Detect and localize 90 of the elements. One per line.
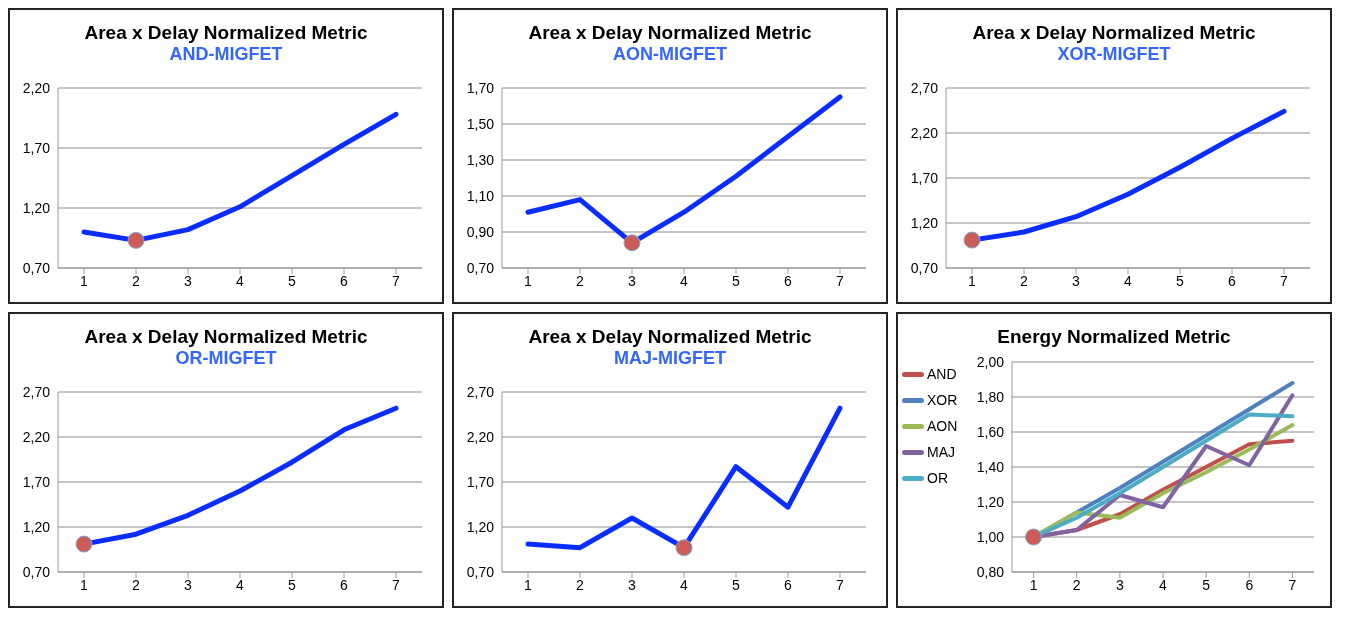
y-tick-label: 1,70 (22, 473, 51, 490)
y-tick-label: 1,70 (22, 139, 51, 156)
x-tick-label: 1 (1029, 576, 1038, 593)
x-tick-label: 3 (628, 576, 637, 593)
legend-label: AND (927, 366, 957, 382)
x-tick-label: 2 (1020, 272, 1029, 289)
x-tick-label: 2 (576, 272, 585, 289)
x-tick-label: 6 (784, 272, 793, 289)
y-tick-label: 1,20 (466, 518, 495, 535)
x-tick-label: 2 (132, 272, 141, 289)
x-tick-label: 7 (1288, 576, 1297, 593)
x-tick-label: 1 (524, 272, 533, 289)
x-tick-label: 3 (1115, 576, 1124, 593)
x-tick-label: 2 (576, 576, 585, 593)
legend-label: XOR (927, 392, 958, 408)
chart-title: Area x Delay Normalized Metric (527, 326, 813, 348)
y-tick-label: 1,20 (910, 214, 939, 231)
x-tick-label: 1 (968, 272, 977, 289)
x-tick-label: 4 (680, 576, 689, 593)
chart-subtitle: AON-MIGFET (612, 44, 728, 65)
y-tick-label: 1,20 (22, 518, 51, 535)
x-tick-label: 6 (1245, 576, 1254, 593)
x-tick-label: 1 (524, 576, 533, 593)
y-tick-label: 0,70 (22, 563, 51, 580)
y-tick-label: 1,50 (466, 115, 495, 132)
y-tick-label: 2,70 (910, 79, 939, 96)
x-tick-label: 4 (236, 272, 245, 289)
y-tick-label: 1,20 (976, 493, 1005, 510)
chart-subtitle: MAJ-MIGFET (613, 348, 727, 369)
legend-label: MAJ (927, 444, 955, 460)
y-tick-label: 0,80 (976, 563, 1005, 580)
x-tick-label: 3 (184, 272, 193, 289)
y-tick-label: 0,70 (910, 259, 939, 276)
chart-title: Area x Delay Normalized Metric (527, 22, 813, 44)
y-tick-label: 2,20 (22, 79, 51, 96)
x-tick-label: 7 (392, 576, 401, 593)
x-tick-label: 3 (628, 272, 637, 289)
x-tick-label: 3 (1072, 272, 1081, 289)
x-tick-label: 7 (836, 272, 845, 289)
x-tick-label: 7 (1280, 272, 1289, 289)
x-tick-label: 5 (288, 576, 297, 593)
y-tick-label: 1,70 (466, 79, 495, 96)
x-tick-label: 4 (1124, 272, 1133, 289)
y-tick-label: 1,30 (466, 151, 495, 168)
y-tick-label: 2,20 (910, 124, 939, 141)
y-tick-label: 1,80 (976, 388, 1005, 405)
y-tick-label: 2,00 (976, 353, 1005, 370)
x-tick-label: 2 (1072, 576, 1081, 593)
x-tick-label: 5 (732, 576, 741, 593)
y-tick-label: 2,70 (22, 383, 51, 400)
x-tick-label: 5 (1176, 272, 1185, 289)
x-tick-label: 6 (784, 576, 793, 593)
chart-title: Energy Normalized Metric (996, 326, 1232, 348)
x-tick-label: 6 (340, 272, 349, 289)
chart-title: Area x Delay Normalized Metric (83, 326, 369, 348)
x-tick-label: 1 (80, 272, 89, 289)
x-tick-label: 1 (80, 576, 89, 593)
x-tick-label: 5 (288, 272, 297, 289)
x-tick-label: 7 (836, 576, 845, 593)
chart-subtitle: AND-MIGFET (168, 44, 284, 65)
y-tick-label: 1,40 (976, 458, 1005, 475)
y-tick-label: 2,70 (466, 383, 495, 400)
x-tick-label: 4 (1159, 576, 1168, 593)
y-tick-label: 0,70 (22, 259, 51, 276)
y-tick-label: 1,00 (976, 528, 1005, 545)
y-tick-label: 1,60 (976, 423, 1005, 440)
x-tick-label: 2 (132, 576, 141, 593)
x-tick-label: 6 (1228, 272, 1237, 289)
y-tick-label: 1,70 (910, 169, 939, 186)
x-tick-label: 6 (340, 576, 349, 593)
y-tick-label: 1,70 (466, 473, 495, 490)
y-tick-label: 1,10 (466, 187, 495, 204)
chart-title: Area x Delay Normalized Metric (971, 22, 1257, 44)
chart-subtitle: OR-MIGFET (174, 348, 278, 369)
y-tick-label: 2,20 (466, 428, 495, 445)
legend-label: AON (927, 418, 958, 434)
y-tick-label: 0,70 (466, 563, 495, 580)
x-tick-label: 4 (680, 272, 689, 289)
x-tick-label: 7 (392, 272, 401, 289)
x-tick-label: 5 (1202, 576, 1211, 593)
x-tick-label: 5 (732, 272, 741, 289)
chart-subtitle: XOR-MIGFET (1056, 44, 1172, 65)
y-tick-label: 1,20 (22, 199, 51, 216)
chart-title: Area x Delay Normalized Metric (83, 22, 369, 44)
legend-label: OR (927, 470, 948, 486)
y-tick-label: 0,70 (466, 259, 495, 276)
y-tick-label: 0,90 (466, 223, 495, 240)
x-tick-label: 3 (184, 576, 193, 593)
x-tick-label: 4 (236, 576, 245, 593)
y-tick-label: 2,20 (22, 428, 51, 445)
